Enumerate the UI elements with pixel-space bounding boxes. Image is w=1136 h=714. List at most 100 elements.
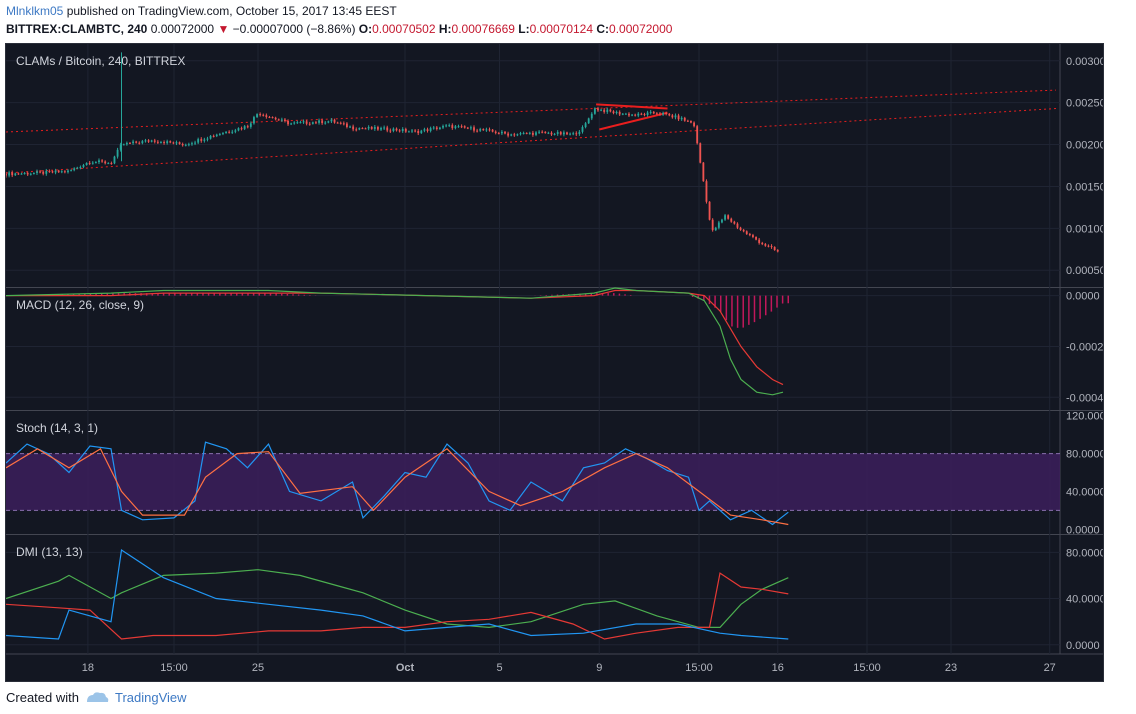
- candle-body: [271, 117, 274, 119]
- candle-body: [572, 133, 575, 135]
- candle-body: [85, 162, 88, 165]
- candle-body: [643, 114, 646, 116]
- dmi-y-tick-label: 0.0000: [1066, 640, 1100, 652]
- candle-body: [504, 131, 506, 134]
- candle-body: [67, 170, 69, 173]
- candle-body: [699, 143, 702, 163]
- channel-upper-trendline: [6, 89, 1057, 133]
- stoch-y-tick-label: 40.0000: [1066, 486, 1103, 498]
- candle-body: [463, 126, 466, 128]
- candle-body: [556, 132, 559, 134]
- candle-body: [259, 114, 262, 116]
- candle-body: [311, 122, 314, 124]
- candle-body: [628, 113, 630, 116]
- candle-body: [677, 115, 680, 120]
- candle-body: [538, 131, 541, 133]
- price-change: −0.00007000 (−8.86%): [232, 22, 356, 36]
- tradingview-link[interactable]: TradingView: [114, 689, 187, 705]
- macd-pane-title: MACD (12, 26, close, 9): [16, 298, 145, 312]
- macd-signal-line: [6, 289, 784, 386]
- candle-body: [51, 171, 54, 173]
- x-tick-label: 23: [945, 662, 957, 674]
- candle-body: [324, 122, 327, 124]
- candle-body: [497, 133, 500, 135]
- candle-body: [745, 231, 748, 235]
- candle-body: [290, 123, 293, 125]
- triangle-upper-line: [596, 103, 668, 110]
- candle-body: [349, 126, 351, 128]
- stoch-pane-title: Stoch (14, 3, 1): [16, 421, 99, 435]
- candle-body: [132, 141, 135, 144]
- stoch-k-line: [6, 441, 789, 526]
- chart-canvas[interactable]: 18 15:00 25 Oct 5 9 15:00 16 15:00 23 27 0.00300000…: [6, 44, 1103, 681]
- candle-body: [603, 109, 606, 112]
- candle-body: [562, 132, 565, 135]
- candle-body: [6, 173, 7, 176]
- candle-body: [411, 130, 413, 132]
- candle-body: [646, 112, 649, 115]
- candle-body: [88, 162, 91, 164]
- candle-body: [172, 142, 175, 144]
- candle-body: [522, 132, 525, 134]
- candle-body: [680, 117, 683, 120]
- macd-y-tick-label: -0.0004: [1066, 392, 1103, 404]
- candle-body: [129, 142, 131, 144]
- candle-body: [333, 119, 336, 123]
- candle-body: [724, 215, 726, 220]
- price-y-tick-label: 0.00250000: [1066, 98, 1103, 110]
- candle-body: [156, 141, 159, 143]
- candle-body: [479, 129, 482, 131]
- candle-body: [652, 111, 655, 114]
- candle-body: [662, 113, 664, 115]
- candle-body: [26, 172, 29, 175]
- candle-body: [228, 131, 231, 133]
- candle-body: [705, 181, 708, 202]
- candle-body: [175, 142, 178, 144]
- footer: Created with TradingView: [6, 687, 187, 707]
- candle-body: [91, 162, 94, 164]
- candle-body: [352, 126, 355, 130]
- candle-body: [581, 127, 584, 132]
- author-link[interactable]: Mlnklkm05: [6, 4, 64, 18]
- candle-body: [321, 120, 324, 124]
- candle-body: [277, 119, 280, 121]
- candle-body: [57, 170, 60, 173]
- candle-body: [231, 131, 234, 133]
- candle-body: [386, 127, 389, 131]
- candle-body: [218, 134, 221, 136]
- candle-body: [299, 122, 302, 124]
- chart-area[interactable]: 18 15:00 25 Oct 5 9 15:00 16 15:00 23 27 0.00300000…: [5, 43, 1104, 682]
- candle-body: [429, 128, 432, 131]
- candle-body: [519, 133, 522, 135]
- candle-body: [274, 117, 277, 120]
- candle-body: [200, 139, 203, 141]
- candle-body: [392, 128, 395, 131]
- candle-body: [36, 171, 38, 174]
- candle-body: [668, 113, 671, 116]
- candle-body: [764, 244, 767, 246]
- candle-body: [181, 143, 184, 146]
- candle-body: [256, 114, 258, 118]
- candle-body: [683, 117, 686, 121]
- candle-body: [659, 113, 661, 115]
- candle-body: [516, 134, 519, 136]
- candle-body: [240, 128, 243, 130]
- candle-body: [748, 234, 751, 236]
- candle-body: [48, 170, 51, 172]
- candle-body: [212, 135, 215, 137]
- candle-body: [655, 113, 658, 115]
- candle-body: [150, 140, 153, 142]
- candle-body: [423, 129, 426, 131]
- candle-body: [237, 128, 240, 131]
- candle-body: [225, 131, 227, 134]
- candle-body: [370, 127, 373, 129]
- candle-body: [559, 132, 562, 135]
- high-label: H:: [438, 22, 452, 36]
- candle-body: [20, 173, 23, 175]
- candle-body: [116, 149, 119, 157]
- candle-body: [550, 132, 553, 135]
- candle-body: [63, 171, 66, 173]
- candle-body: [222, 133, 224, 135]
- candle-body: [249, 123, 252, 127]
- candle-body: [17, 173, 20, 175]
